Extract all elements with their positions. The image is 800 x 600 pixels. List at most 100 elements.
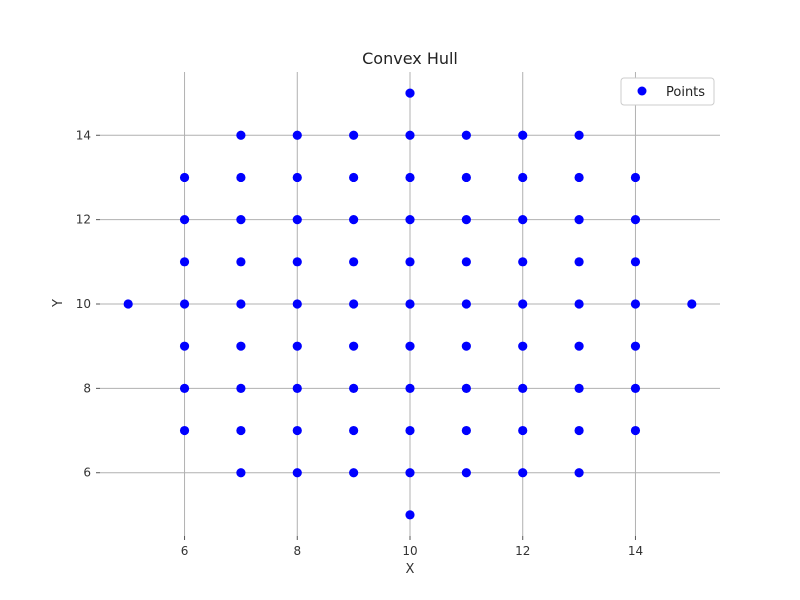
data-point (630, 172, 641, 183)
data-point (236, 130, 246, 140)
data-point (630, 341, 641, 351)
data-point (574, 172, 584, 183)
y-tick-label: 10 (76, 297, 91, 311)
legend-box (620, 77, 715, 106)
data-point (292, 425, 302, 436)
data-point (574, 468, 584, 478)
data-point (236, 468, 246, 478)
data-point (236, 299, 246, 309)
x-tick-label: 6 (181, 544, 189, 558)
data-point (405, 299, 415, 309)
data-point (405, 468, 415, 478)
data-point (179, 425, 190, 436)
data-point (630, 257, 641, 267)
data-point (518, 383, 528, 393)
data-point (574, 341, 584, 351)
data-point (405, 341, 415, 351)
data-point (461, 130, 471, 140)
data-point (236, 215, 246, 225)
data-point (405, 383, 415, 393)
data-point (574, 383, 584, 393)
data-point (236, 172, 246, 183)
data-point (179, 341, 190, 351)
x-tick-label: 8 (293, 544, 301, 558)
data-point (349, 468, 359, 478)
data-point (349, 130, 359, 140)
data-point (518, 130, 528, 140)
data-point (461, 341, 471, 351)
data-point (461, 257, 471, 267)
x-tick-label: 14 (628, 544, 643, 558)
data-point (574, 425, 584, 436)
x-axis-label: X (406, 562, 415, 577)
y-tick-label: 14 (76, 128, 91, 142)
data-point (405, 425, 415, 436)
data-point (630, 383, 641, 393)
data-point (518, 468, 528, 478)
data-point (349, 215, 359, 225)
data-point (123, 299, 133, 309)
data-point (461, 172, 471, 183)
y-tick-label: 6 (83, 466, 91, 480)
data-point (179, 215, 190, 225)
data-point (236, 425, 246, 436)
data-point (349, 299, 359, 309)
data-point (349, 172, 359, 183)
data-point (518, 172, 528, 183)
data-point (461, 468, 471, 478)
data-point (518, 425, 528, 436)
chart-title: Convex Hull (362, 49, 458, 68)
data-point (574, 130, 584, 140)
data-point (405, 510, 415, 520)
data-point (179, 299, 190, 309)
data-point (292, 172, 302, 183)
data-point (518, 341, 528, 351)
data-point (461, 215, 471, 225)
data-point (292, 299, 302, 309)
data-point (518, 257, 528, 267)
y-tick-label: 8 (83, 381, 91, 395)
data-point (349, 257, 359, 267)
data-point (630, 299, 641, 309)
data-point (574, 257, 584, 267)
data-point (461, 425, 471, 436)
data-point (292, 215, 302, 225)
legend-label: Points (666, 85, 705, 100)
y-tick-label: 12 (76, 213, 91, 227)
data-point (292, 468, 302, 478)
data-point (349, 383, 359, 393)
data-point (236, 257, 246, 267)
data-point (236, 383, 246, 393)
data-point (461, 299, 471, 309)
data-point (405, 130, 415, 140)
data-points (123, 88, 697, 520)
ticks: 6 8 10 12 14 6 8 10 12 14 (76, 128, 643, 558)
data-point (518, 299, 528, 309)
data-point (236, 341, 246, 351)
legend: Points (620, 77, 715, 106)
data-point (574, 299, 584, 309)
data-point (292, 130, 302, 140)
data-point (292, 257, 302, 267)
data-point (405, 257, 415, 267)
data-point (179, 257, 190, 267)
data-point (518, 215, 528, 225)
data-point (630, 215, 641, 225)
data-point (179, 383, 190, 393)
data-point (349, 341, 359, 351)
y-axis-label: Y (51, 299, 66, 308)
data-point (292, 383, 302, 393)
x-tick-label: 10 (402, 544, 417, 558)
data-point (405, 172, 415, 183)
data-point (687, 299, 697, 309)
data-point (405, 215, 415, 225)
data-point (405, 88, 415, 98)
legend-marker (637, 86, 647, 96)
data-point (179, 172, 190, 183)
data-point (461, 383, 471, 393)
data-point (292, 341, 302, 351)
data-point (574, 215, 584, 225)
data-point (349, 425, 359, 436)
x-tick-label: 12 (515, 544, 530, 558)
